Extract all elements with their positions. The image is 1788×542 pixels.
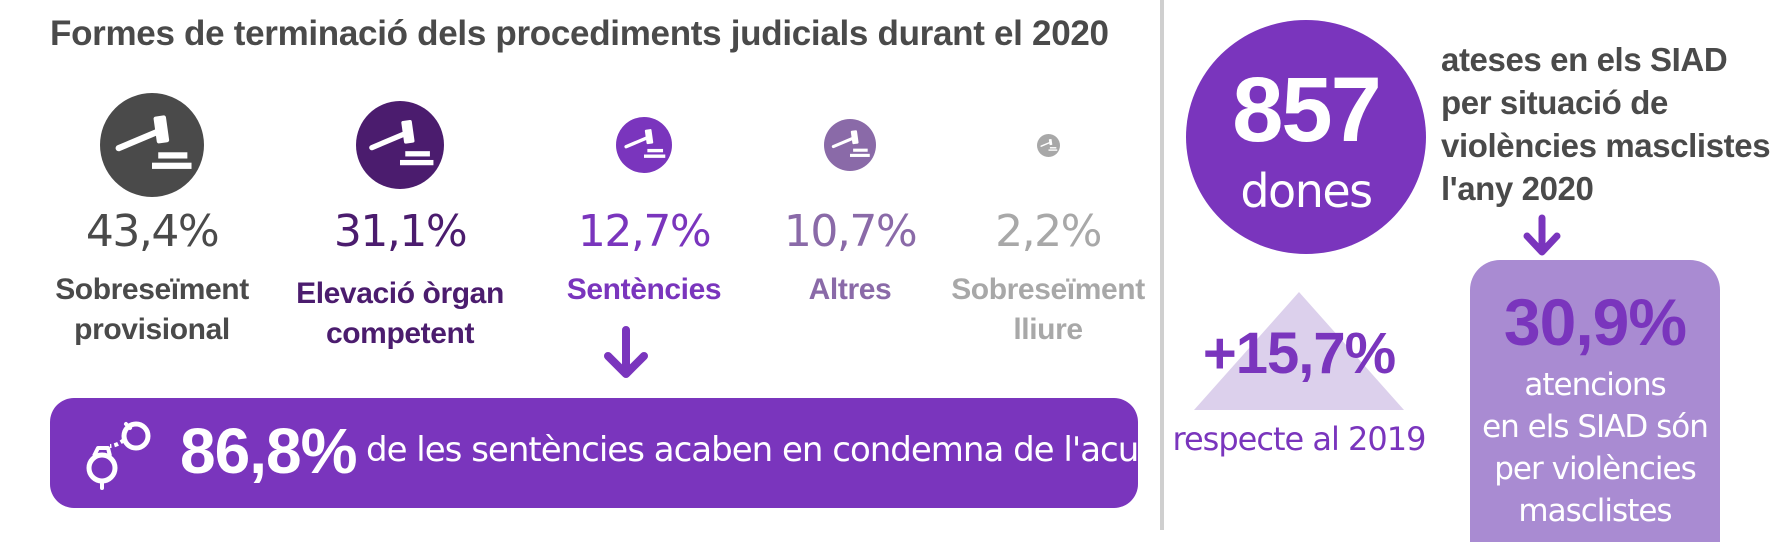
siad-box: 30,9% atencions en els SIAD són per viol… <box>1470 260 1720 542</box>
category-label: Elevació òrgan <box>296 277 504 310</box>
increase-triangle <box>1194 292 1404 410</box>
sentences-value: 86,8% <box>180 415 357 487</box>
women-description-line: l'any 2020 <box>1441 170 1594 207</box>
panel-divider <box>1160 0 1164 530</box>
women-description-line: per situació de <box>1441 84 1668 121</box>
category-value: 12,7% <box>577 206 712 257</box>
termination-panel: Formes de terminació dels procediments j… <box>32 0 1188 508</box>
siad-text-line: atencions <box>1524 367 1666 403</box>
siad-text: atencions en els SIAD són per violències… <box>1470 364 1720 532</box>
category-column: 43,4% Sobreseïment provisional <box>32 0 272 380</box>
handcuffs-icon <box>86 421 151 490</box>
change-value: +15,7% <box>1202 321 1396 386</box>
category-column: 2,2% Sobreseïment lliure <box>928 0 1168 380</box>
category-label: Sentències <box>566 273 722 306</box>
siad-value: 30,9% <box>1503 285 1687 359</box>
category-value: 10,7% <box>783 206 918 257</box>
siad-text-line: en els SIAD són <box>1482 409 1709 445</box>
women-unit: dones <box>1240 164 1373 218</box>
category-label: Sobreseïment <box>951 273 1145 306</box>
category-value: 31,1% <box>333 206 468 257</box>
gavel-icon <box>100 93 204 197</box>
category-column: 10,7% Altres <box>730 0 970 380</box>
category-label: Sobreseïment <box>55 273 249 306</box>
category-value: 43,4% <box>85 206 220 257</box>
arrow-down-icon <box>604 326 648 378</box>
category-value: 2,2% <box>995 206 1102 257</box>
women-description: ateses en els SIAD per situació de violè… <box>1441 38 1781 210</box>
siad-text-line: per violències <box>1494 451 1697 487</box>
chart-title: Formes de terminació dels procediments j… <box>50 14 1109 53</box>
category-label: lliure <box>1013 313 1083 346</box>
category-label: provisional <box>74 313 230 346</box>
siad-text-line: masclistes <box>1518 493 1672 529</box>
gavel-icon <box>1036 133 1060 157</box>
gavel-icon <box>356 101 444 189</box>
gavel-icon <box>824 119 876 171</box>
women-circle: 857 dones <box>1186 20 1426 254</box>
gavel-icon <box>616 117 672 173</box>
category-label: competent <box>325 317 475 350</box>
sentences-bar: 86,8% de les sentències acaben en condem… <box>50 398 1188 508</box>
sentences-text: de les sentències acaben en condemna de … <box>366 430 1188 470</box>
arrow-down-icon <box>1523 214 1561 256</box>
women-count: 857 <box>1232 59 1382 161</box>
women-description-line: ateses en els SIAD <box>1441 41 1728 78</box>
category-column: 12,7% Sentències <box>524 0 764 380</box>
siad-panel: 857 dones ateses en els SIAD per situaci… <box>1164 0 1788 542</box>
women-description-line: violències masclistes <box>1441 127 1771 164</box>
category-label: Altres <box>808 273 892 306</box>
category-column: 31,1% Elevació òrgan competent <box>280 0 520 380</box>
change-reference: respecte al 2019 <box>1172 420 1427 458</box>
